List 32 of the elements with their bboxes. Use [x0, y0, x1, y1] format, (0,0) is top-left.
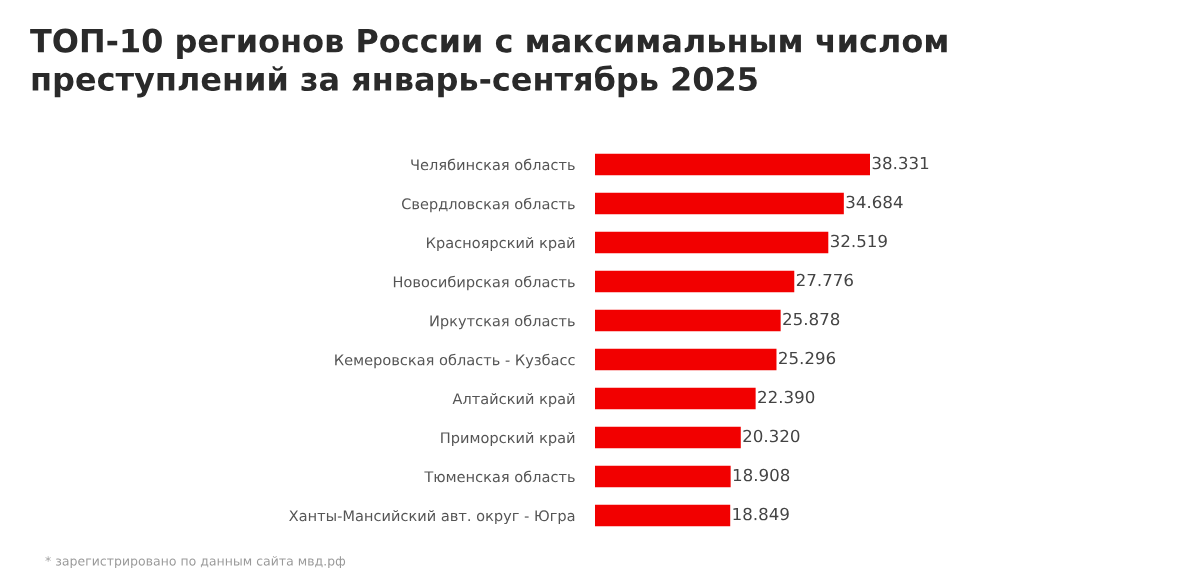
bar — [595, 192, 844, 215]
bar — [595, 387, 756, 410]
bar — [595, 348, 777, 371]
y-tick-label: Новосибирская область — [393, 275, 575, 291]
y-tick-label: Приморский край — [441, 432, 575, 447]
data-label: 27.776 — [796, 273, 853, 287]
data-label: 25.878 — [783, 312, 840, 326]
y-tick-label: Ханты-Мансийский авт. округ - Югра — [289, 510, 575, 525]
data-label: 18.908 — [733, 468, 790, 482]
data-label: 32.519 — [830, 234, 887, 248]
bar — [595, 270, 795, 293]
y-tick-label: Свердловская область — [401, 197, 575, 213]
data-label: 20.320 — [743, 429, 800, 443]
bar — [595, 153, 870, 176]
bar — [595, 504, 731, 527]
data-label: 18.849 — [733, 507, 789, 521]
bar — [595, 426, 741, 449]
data-label: 25.296 — [779, 351, 836, 365]
y-tick-label: Иркутская область — [430, 314, 575, 330]
y-tick-label: Кемеровская область - Кузбасс — [335, 353, 575, 369]
bar — [595, 309, 781, 332]
chart-title: ТОП-10 регионов России с максимальным числом преступлений за январь-сентябрь 2025 — [30, 28, 947, 98]
data-label: 22.390 — [758, 390, 815, 404]
data-label: 38.331 — [872, 156, 929, 170]
text: * зарегистрировано по данным сайта мвд.рф — [45, 556, 346, 569]
y-tick-label: Красноярский край — [427, 237, 575, 252]
y-tick-label: Тюменская область — [424, 470, 575, 483]
data-label: 34.684 — [846, 195, 903, 209]
y-tick-label: Алтайский край — [452, 393, 575, 408]
bar — [595, 465, 731, 488]
bar — [595, 231, 829, 254]
y-tick-label: Челябинская область — [411, 158, 575, 171]
